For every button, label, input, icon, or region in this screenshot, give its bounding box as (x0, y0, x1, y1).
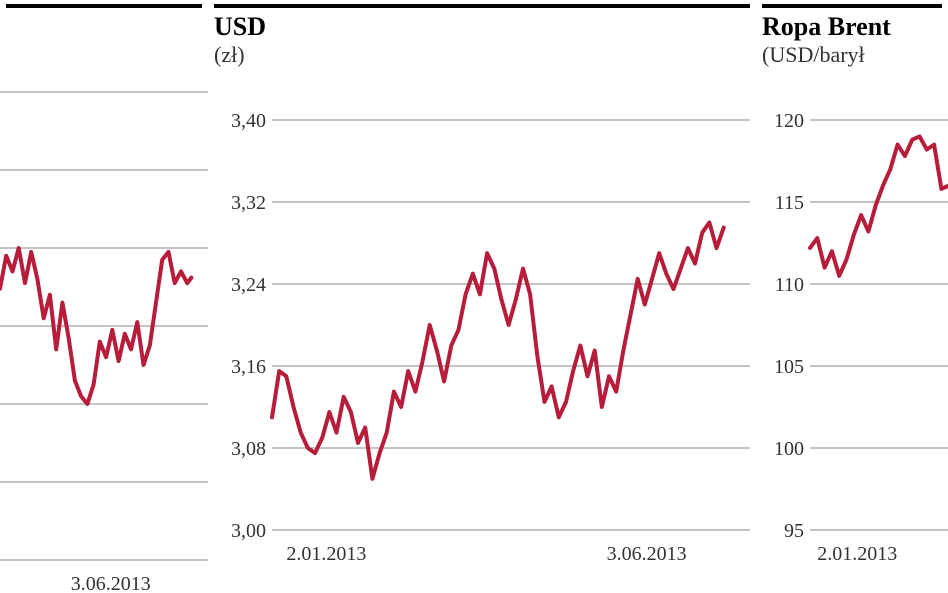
panel-brent: Ropa Brent (USD/barył 951001051101151202… (756, 0, 948, 593)
chart-2: 95 100 105 110 115 120 2.01.2013 (756, 0, 948, 593)
y-tick-label: 3,00 (231, 520, 266, 542)
y-tick-label: 3,16 (231, 356, 266, 378)
series-line-1 (272, 223, 724, 479)
y-tick-label: 3,24 (231, 274, 266, 296)
panel-usd: USD (zł) 3,003,083,163,243,323,402.01.20… (208, 0, 756, 593)
y-tick-label: 3,40 (231, 110, 266, 132)
chart-svg-0: 3.06.2013 (0, 0, 208, 593)
chart-svg-2: 95 100 105 110 115 120 2.01.2013 (756, 0, 948, 593)
chart-svg-1: 3,00 3,08 3,16 3,24 3,32 3,40 2.01.2013 3.06.20… (208, 0, 756, 593)
y-tick-label: 115 (775, 192, 804, 214)
x-tick-label: 3.06.2013 (71, 573, 151, 593)
panel-left: 3.06.2013 (0, 0, 208, 593)
series-line-2 (810, 136, 948, 275)
chart-panels: 3.06.2013 USD (zł) 3,003,083,163,243,323… (0, 0, 948, 593)
y-tick-label: 120 (774, 110, 804, 132)
y-tick-label: 100 (774, 438, 804, 460)
y-tick-label: 95 (784, 520, 804, 542)
x-tick-label: 2.01.2013 (286, 543, 366, 565)
x-tick-label: 2.01.2013 (817, 543, 897, 565)
chart-1: 3,00 3,08 3,16 3,24 3,32 3,40 2.01.2013 3.06.20… (208, 0, 756, 593)
y-tick-label: 3,32 (231, 192, 266, 214)
chart-0: 3.06.2013 (0, 0, 208, 593)
y-tick-label: 3,08 (231, 438, 266, 460)
y-tick-label: 110 (775, 274, 804, 296)
y-tick-label: 105 (774, 356, 804, 378)
x-tick-label: 3.06.2013 (607, 543, 687, 565)
